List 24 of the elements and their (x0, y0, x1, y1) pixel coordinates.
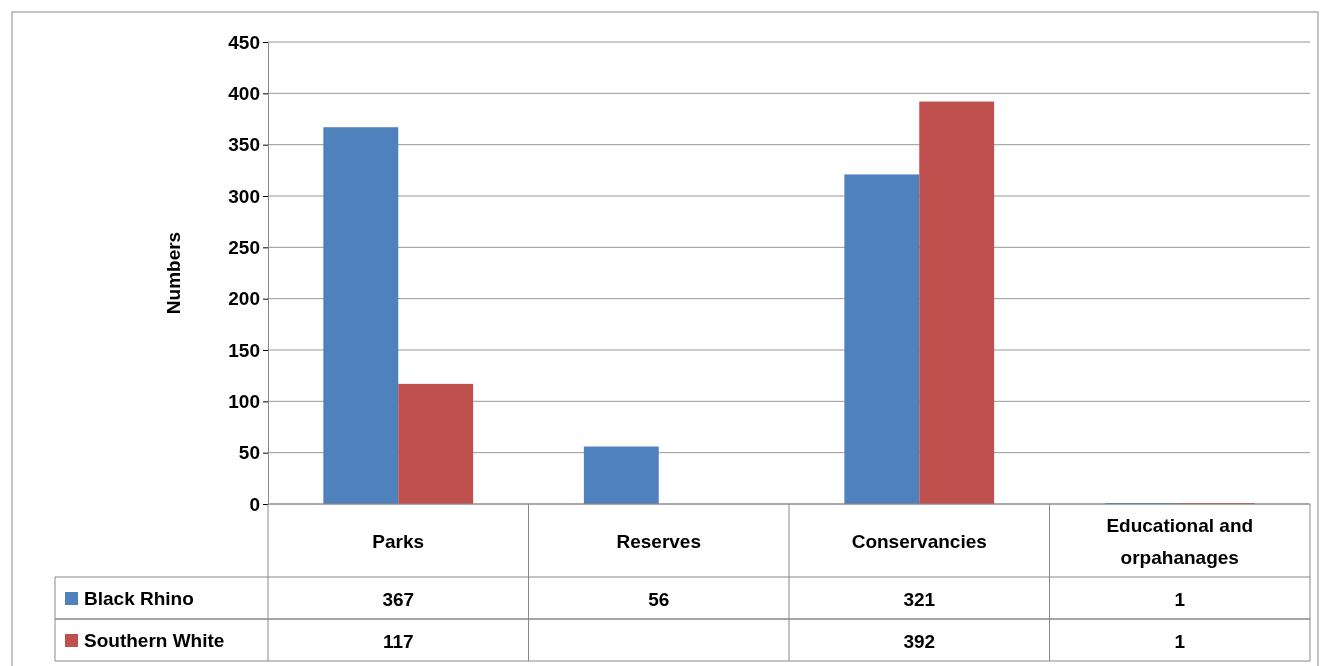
legend-label: Southern White (84, 630, 225, 651)
y-tick-label: 100 (228, 390, 260, 412)
data-label: 321 (903, 589, 936, 610)
y-tick-label: 50 (238, 442, 260, 464)
y-tick-label: 350 (228, 134, 260, 156)
legend-label: Black Rhino (84, 588, 194, 609)
y-tick-label: 400 (228, 82, 260, 104)
y-tick-label: 0 (249, 493, 260, 515)
x-tick-label: Reserves (616, 530, 702, 552)
y-tick-label: 150 (228, 339, 260, 361)
y-tick-label: 450 (228, 31, 260, 53)
data-label: 367 (382, 589, 415, 610)
y-tick-label: 300 (228, 185, 260, 207)
x-tick-label: Educational and orpahanages (1106, 514, 1254, 568)
y-tick-label: 250 (228, 236, 260, 258)
y-axis-title: Numbers (163, 231, 184, 315)
data-label: 392 (903, 631, 936, 652)
data-label: 1 (1174, 631, 1186, 652)
data-label: 1 (1174, 589, 1186, 610)
x-tick-label: Conservancies (851, 530, 987, 552)
y-tick-label: 200 (228, 288, 260, 310)
x-tick-label: Parks (372, 530, 425, 552)
data-label: 56 (648, 589, 670, 610)
data-label: 117 (382, 631, 414, 652)
